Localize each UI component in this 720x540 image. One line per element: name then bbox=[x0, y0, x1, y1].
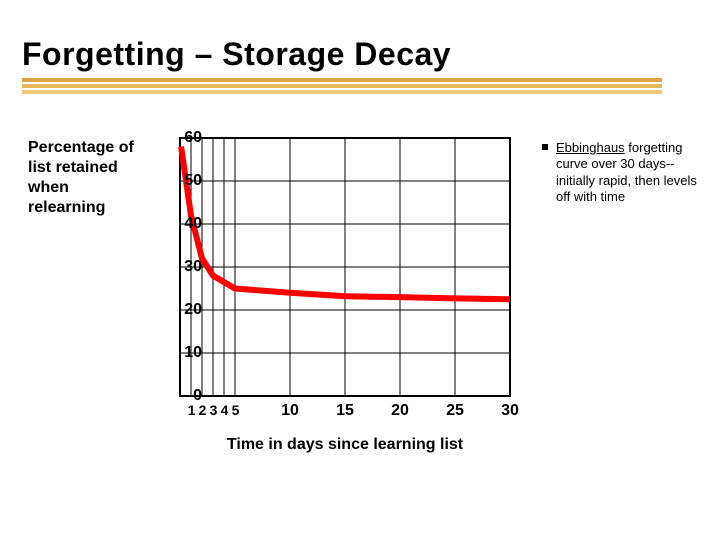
ylabel-line-4: relearning bbox=[28, 198, 158, 218]
y-axis-label: Percentage of list retained when relearn… bbox=[28, 138, 158, 218]
forgetting-chart: 6050403020100123451015202530Time in days… bbox=[180, 138, 540, 468]
annotation-text: Ebbinghaus forgetting curve over 30 days… bbox=[556, 140, 706, 205]
bullet-icon bbox=[542, 144, 548, 150]
ylabel-line-2: list retained bbox=[28, 158, 158, 178]
slide-title: Forgetting – Storage Decay bbox=[22, 36, 451, 73]
annotation-highlight: Ebbinghaus bbox=[556, 140, 625, 155]
underline-stripe-2 bbox=[22, 84, 662, 88]
title-underline bbox=[22, 78, 662, 96]
underline-stripe-1 bbox=[22, 78, 662, 82]
ylabel-line-3: when bbox=[28, 178, 158, 198]
underline-stripe-3 bbox=[22, 90, 662, 94]
x-axis-label: Time in days since learning list bbox=[227, 436, 463, 454]
ylabel-line-1: Percentage of bbox=[28, 138, 158, 158]
